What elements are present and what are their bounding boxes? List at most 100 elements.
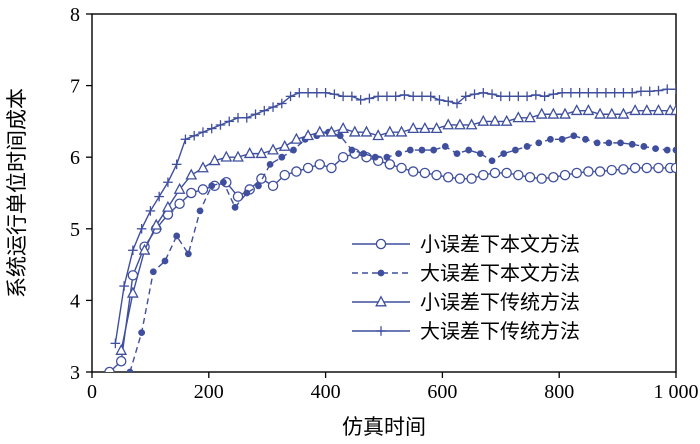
marker-circle-filled [570,132,578,140]
legend-item: 大误差下传统方法 [352,320,580,343]
marker-circle-open [419,167,431,179]
y-tick-label: 8 [70,4,80,26]
legend-label: 大误差下传统方法 [420,320,580,343]
marker-triangle-open [570,104,583,116]
marker-triangle-open [115,343,128,355]
marker-circle-filled [243,189,251,197]
y-tick-label: 3 [70,362,80,384]
marker-triangle-open [454,118,466,130]
marker-circle-filled [672,146,676,154]
marker-circle-open [571,167,582,179]
marker-circle-filled [523,143,531,150]
marker-triangle-open [126,286,139,298]
marker-circle-open [478,169,489,181]
marker-circle-filled [255,182,262,190]
marker-circle-filled [558,135,566,143]
marker-triangle-open [500,114,513,126]
marker-circle-filled [161,257,169,265]
marker-triangle-open [173,182,186,194]
legend-item: 小误差下本文方法 [352,233,580,256]
marker-triangle-open [477,114,490,126]
marker-circle-filled [406,146,414,154]
marker-circle-open [174,198,185,209]
x-tick-label: 800 [544,381,574,403]
marker-triangle-open [360,125,373,137]
marker-circle-filled [278,153,286,161]
marker-circle-open [375,238,387,250]
marker-circle-filled [231,203,239,211]
y-axis-label: 系统运行单位时间成本 [5,88,29,298]
marker-circle-open [559,169,571,181]
series-2 [115,104,676,355]
marker-circle-open [629,162,641,174]
marker-circle-filled [465,146,473,154]
marker-circle-filled [628,140,636,148]
marker-circle-filled [149,268,157,276]
marker-triangle-open [197,161,209,173]
marker-circle-open [267,180,279,192]
marker-circle-open [104,366,115,372]
marker-triangle-open [208,154,221,166]
marker-triangle-open [442,118,455,130]
marker-circle-filled [453,150,461,158]
marker-triangle-open [652,104,665,116]
x-tick-label: 1 000 [654,381,699,403]
marker-circle-open [337,151,349,163]
marker-circle-open [606,164,618,176]
marker-circle-filled [500,150,508,158]
marker-triangle-open [267,143,279,155]
marker-circle-filled [395,150,402,158]
marker-circle-open [594,166,606,177]
marker-triangle-open [337,121,350,134]
marker-circle-filled [605,139,613,147]
marker-circle-filled [488,157,496,165]
marker-triangle-open [278,139,291,151]
marker-circle-open [384,159,396,170]
marker-circle-open [326,162,337,174]
marker-circle-filled [547,135,554,143]
series-3 [110,84,676,349]
marker-circle-open [524,171,536,183]
marker-circle-open [127,270,139,281]
marker-circle-filled [640,143,648,150]
marker-triangle-open [559,107,571,119]
marker-circle-open [653,162,664,174]
marker-circle-open [442,171,454,183]
marker-circle-open [186,187,197,199]
marker-triangle-open [150,218,163,230]
marker-circle-filled [184,250,192,258]
marker-circle-open [513,169,524,181]
x-tick-label: 400 [311,381,341,403]
marker-triangle-open [232,150,244,162]
marker-triangle-open [465,118,478,130]
marker-triangle-open [243,147,256,159]
marker-triangle-open [375,295,387,307]
marker-circle-open [396,162,407,174]
legend-label: 大误差下本文方法 [420,262,580,285]
marker-triangle-open [418,121,431,134]
marker-circle-open [536,173,547,184]
marker-circle-filled [652,145,659,153]
marker-triangle-open [547,107,560,119]
marker-circle-filled [418,146,426,154]
marker-circle-open [454,173,466,184]
marker-triangle-open [185,168,198,180]
marker-triangle-open [605,107,618,119]
marker-circle-filled [266,160,274,168]
marker-triangle-open [430,121,443,134]
marker-circle-open [291,166,302,177]
series-line [109,152,676,372]
legend-label: 小误差下传统方法 [420,291,580,314]
marker-triangle-open [255,147,268,159]
marker-circle-filled [336,132,344,140]
marker-circle-filled [173,232,181,240]
marker-circle-filled [196,207,204,215]
series-0 [104,148,676,372]
marker-triangle-open [138,243,151,255]
plot-area: 0 200 400 600 800 1 000 3 4 5 6 7 8 小误差下本文方法大误差下本文方法… [70,4,699,403]
marker-triangle-open [290,132,303,144]
marker-circle-open [618,164,629,175]
marker-triangle-open [535,107,548,119]
